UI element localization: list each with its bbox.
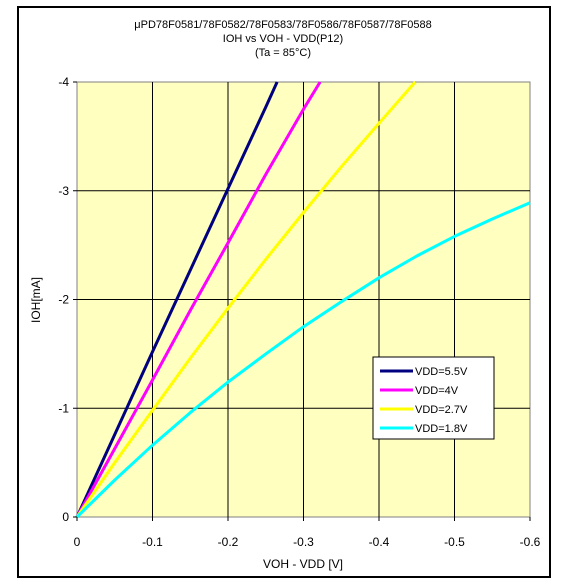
legend-label-1: VDD=4V [415, 385, 459, 397]
legend: VDD=5.5V VDD=4V VDD=2.7V VDD=1.8V [372, 356, 495, 440]
y-tick-label: -2 [58, 293, 69, 307]
y-tick-label: 0 [62, 510, 69, 524]
series-line-1 [75, 81, 322, 518]
x-tick-label: -0.4 [369, 535, 390, 549]
y-tick-label: -3 [58, 184, 69, 198]
tick-labels: 0 -0.1 -0.2 -0.3 -0.4 -0.5 -0.6 0 -1 -2 -3 -4 [58, 75, 540, 549]
x-tick-label: -0.2 [218, 535, 239, 549]
x-tick-label: 0 [74, 535, 81, 549]
legend-label-0: VDD=5.5V [415, 366, 468, 378]
chart-title-line-2: IOH vs VOH - VDD(P12) [223, 33, 343, 45]
series-line-3 [75, 201, 531, 519]
y-axis-label: IOH[mA] [29, 277, 43, 323]
legend-label-3: VDD=1.8V [415, 423, 468, 435]
legend-label-2: VDD=2.7V [415, 404, 468, 416]
series-lines [75, 81, 531, 519]
y-tick-label: -4 [58, 75, 69, 89]
chart-title-line-1: μPD78F0581/78F0582/78F0583/78F0586/78F05… [134, 19, 431, 31]
y-tick-label: -1 [58, 401, 69, 415]
x-tick-label: -0.6 [520, 535, 541, 549]
x-axis-label: VOH - VDD [V] [263, 557, 343, 571]
x-tick-label: -0.3 [293, 535, 314, 549]
series-line-2 [75, 81, 417, 518]
chart-title-line-3: (Ta = 85°C) [255, 47, 311, 59]
x-tick-label: -0.5 [444, 535, 465, 549]
series-line-0 [75, 81, 279, 518]
x-tick-label: -0.1 [142, 535, 163, 549]
legend-entries: VDD=5.5V VDD=4V VDD=2.7V VDD=1.8V [380, 366, 468, 435]
